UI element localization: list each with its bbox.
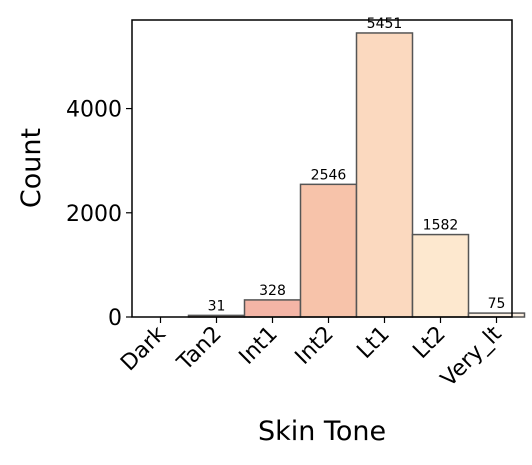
plot-area-frame [131,19,513,318]
bar-lt2 [411,233,470,318]
data-label-very-lt: 75 [488,296,506,312]
x-tick-label: Dark [116,321,171,376]
data-label-tan2: 31 [208,298,226,314]
bar-lt1 [355,32,414,318]
bar-int2 [299,183,358,318]
x-tick-label: Tan2 [172,322,227,377]
bar-int1 [243,299,302,318]
y-tick-label: 4000 [66,98,122,123]
x-tick-label: Very_lt [436,321,507,392]
x-tick-label: Lt2 [408,322,450,364]
y-axis-label: Count [16,128,47,208]
data-labels-group: 31 328 2546 5451 1582 75 [208,16,506,314]
x-tick-label: Int1 [235,322,283,370]
x-tick-label: Int2 [291,322,339,370]
y-tick-label: 2000 [66,202,122,227]
y-tick-label: 0 [108,306,122,331]
bars-group [187,32,526,318]
data-label-int2: 2546 [311,167,347,183]
x-axis-label: Skin Tone [258,416,386,447]
data-label-lt1: 5451 [367,16,403,32]
data-label-int1: 328 [259,283,286,299]
x-tick-label: Lt1 [352,322,394,364]
data-label-lt2: 1582 [423,218,459,234]
y-axis-ticks: 0 2000 4000 [66,98,132,331]
